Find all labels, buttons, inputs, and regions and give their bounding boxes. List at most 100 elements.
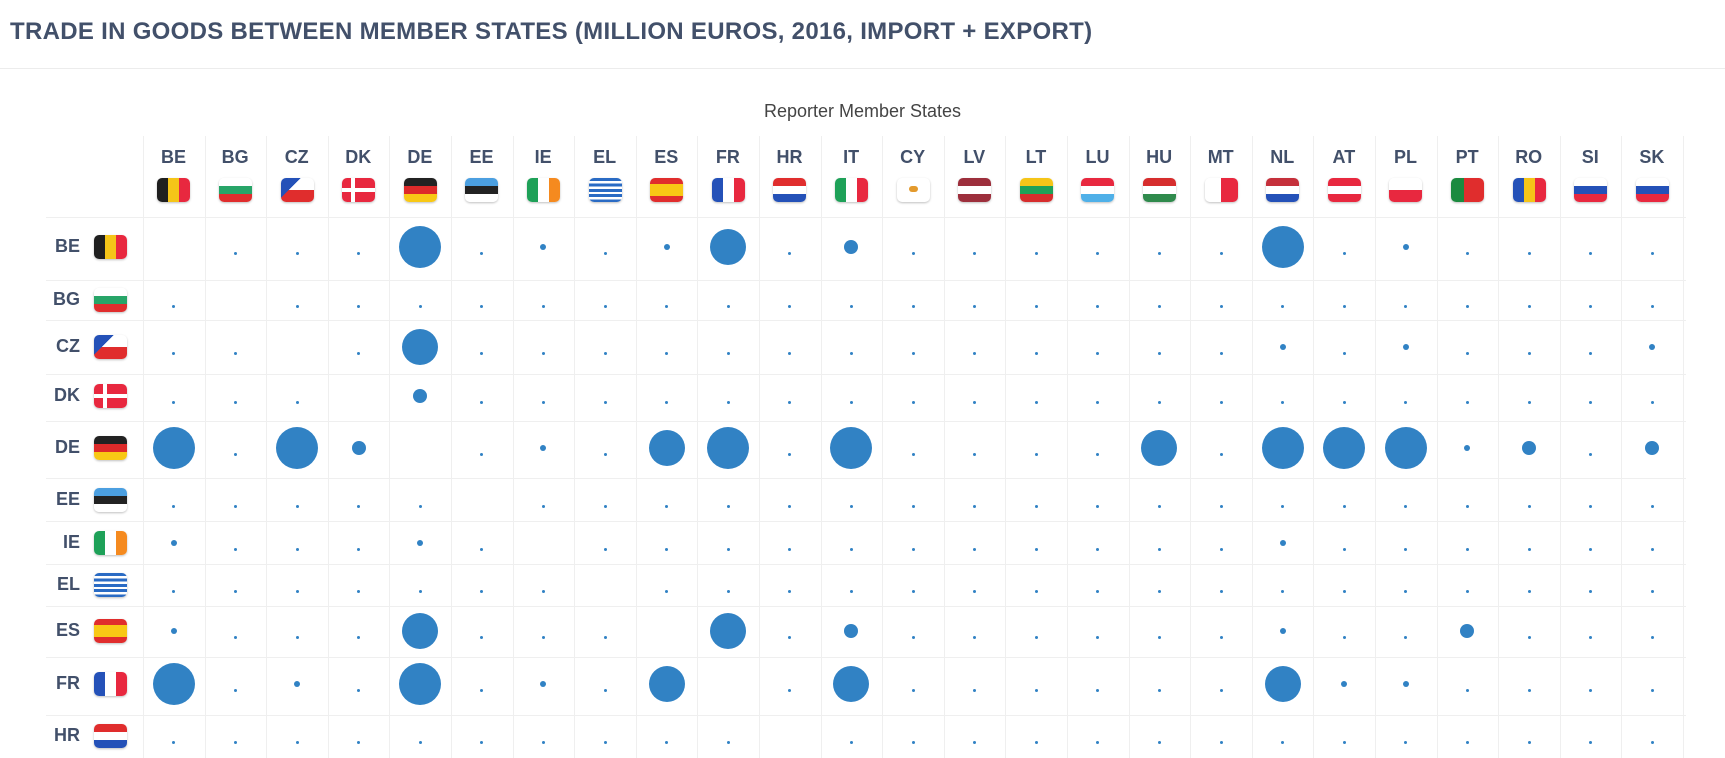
bubble-cz-nl[interactable] <box>1279 344 1286 350</box>
bubble-hr-it[interactable] <box>849 740 853 744</box>
bubble-ie-hr[interactable] <box>788 547 792 551</box>
bubble-cz-lv[interactable] <box>973 351 977 355</box>
bubble-dk-cy[interactable] <box>911 400 915 404</box>
bubble-bg-lu[interactable] <box>1096 304 1100 308</box>
bubble-es-lt[interactable] <box>1034 635 1038 639</box>
bubble-fr-lu[interactable] <box>1096 688 1100 692</box>
bubble-el-mt[interactable] <box>1219 589 1223 593</box>
bubble-bg-ie[interactable] <box>541 304 545 308</box>
bubble-bg-el[interactable] <box>603 304 607 308</box>
bubble-ee-sk[interactable] <box>1650 504 1654 508</box>
bubble-hr-sk[interactable] <box>1650 740 1654 744</box>
bubble-el-pl[interactable] <box>1404 589 1408 593</box>
bubble-ie-de[interactable] <box>417 540 424 546</box>
bubble-es-ro[interactable] <box>1527 635 1531 639</box>
bubble-fr-lv[interactable] <box>973 688 977 692</box>
bubble-ie-bg[interactable] <box>233 547 237 551</box>
bubble-be-sk[interactable] <box>1650 251 1654 255</box>
bubble-es-lu[interactable] <box>1096 635 1100 639</box>
bubble-de-lv[interactable] <box>973 452 977 456</box>
bubble-ee-lu[interactable] <box>1096 504 1100 508</box>
bubble-ie-mt[interactable] <box>1219 547 1223 551</box>
bubble-ee-nl[interactable] <box>1281 504 1285 508</box>
bubble-el-pt[interactable] <box>1465 589 1469 593</box>
bubble-be-fr[interactable] <box>710 229 747 265</box>
bubble-es-bg[interactable] <box>233 635 237 639</box>
bubble-bg-ee[interactable] <box>480 304 484 308</box>
bubble-hr-el[interactable] <box>603 740 607 744</box>
bubble-ie-cy[interactable] <box>911 547 915 551</box>
bubble-cz-sk[interactable] <box>1649 344 1656 350</box>
bubble-cz-el[interactable] <box>603 351 607 355</box>
bubble-fr-it[interactable] <box>833 666 870 702</box>
bubble-ee-si[interactable] <box>1589 504 1593 508</box>
bubble-hr-fr[interactable] <box>726 740 730 744</box>
bubble-cz-hu[interactable] <box>1157 351 1161 355</box>
bubble-ee-be[interactable] <box>172 504 176 508</box>
bubble-dk-ie[interactable] <box>541 400 545 404</box>
bubble-hr-mt[interactable] <box>1219 740 1223 744</box>
bubble-ee-cz[interactable] <box>295 504 299 508</box>
bubble-ee-at[interactable] <box>1342 504 1346 508</box>
bubble-fr-at[interactable] <box>1341 681 1348 687</box>
bubble-bg-mt[interactable] <box>1219 304 1223 308</box>
bubble-de-it[interactable] <box>830 427 873 469</box>
bubble-hr-si[interactable] <box>1589 740 1593 744</box>
bubble-de-cy[interactable] <box>911 452 915 456</box>
bubble-de-dk[interactable] <box>351 441 366 455</box>
bubble-fr-bg[interactable] <box>233 688 237 692</box>
bubble-be-de[interactable] <box>399 226 442 268</box>
bubble-bg-ro[interactable] <box>1527 304 1531 308</box>
bubble-es-it[interactable] <box>844 624 859 638</box>
bubble-ie-pt[interactable] <box>1465 547 1469 551</box>
bubble-de-cz[interactable] <box>276 427 318 469</box>
bubble-ee-bg[interactable] <box>233 504 237 508</box>
bubble-bg-sk[interactable] <box>1650 304 1654 308</box>
bubble-ee-el[interactable] <box>603 504 607 508</box>
bubble-fr-el[interactable] <box>603 688 607 692</box>
bubble-ie-si[interactable] <box>1589 547 1593 551</box>
bubble-bg-hr[interactable] <box>788 304 792 308</box>
bubble-hr-at[interactable] <box>1342 740 1346 744</box>
bubble-dk-el[interactable] <box>603 400 607 404</box>
bubble-ee-cy[interactable] <box>911 504 915 508</box>
bubble-fr-hr[interactable] <box>788 688 792 692</box>
bubble-es-nl[interactable] <box>1279 628 1286 634</box>
bubble-el-lu[interactable] <box>1096 589 1100 593</box>
bubble-el-hu[interactable] <box>1157 589 1161 593</box>
bubble-es-pt[interactable] <box>1460 624 1475 638</box>
bubble-es-dk[interactable] <box>357 635 361 639</box>
bubble-be-cy[interactable] <box>911 251 915 255</box>
bubble-de-es[interactable] <box>648 430 685 466</box>
bubble-hr-ie[interactable] <box>541 740 545 744</box>
bubble-cz-ro[interactable] <box>1527 351 1531 355</box>
bubble-es-cz[interactable] <box>295 635 299 639</box>
bubble-cz-fr[interactable] <box>726 351 730 355</box>
bubble-ie-el[interactable] <box>603 547 607 551</box>
bubble-hr-cz[interactable] <box>295 740 299 744</box>
bubble-be-dk[interactable] <box>357 251 361 255</box>
bubble-bg-it[interactable] <box>849 304 853 308</box>
bubble-hr-es[interactable] <box>665 740 669 744</box>
bubble-es-pl[interactable] <box>1404 635 1408 639</box>
bubble-el-at[interactable] <box>1342 589 1346 593</box>
bubble-de-pl[interactable] <box>1384 427 1427 469</box>
bubble-de-ee[interactable] <box>480 452 484 456</box>
bubble-be-lv[interactable] <box>973 251 977 255</box>
bubble-be-ie[interactable] <box>540 244 547 250</box>
bubble-el-ee[interactable] <box>480 589 484 593</box>
bubble-fr-be[interactable] <box>152 663 195 705</box>
bubble-hr-ee[interactable] <box>480 740 484 744</box>
bubble-dk-at[interactable] <box>1342 400 1346 404</box>
bubble-fr-mt[interactable] <box>1219 688 1223 692</box>
bubble-el-be[interactable] <box>172 589 176 593</box>
bubble-cz-si[interactable] <box>1589 351 1593 355</box>
bubble-ie-pl[interactable] <box>1404 547 1408 551</box>
bubble-ee-dk[interactable] <box>357 504 361 508</box>
bubble-hr-cy[interactable] <box>911 740 915 744</box>
bubble-el-cy[interactable] <box>911 589 915 593</box>
bubble-hr-bg[interactable] <box>233 740 237 744</box>
bubble-de-mt[interactable] <box>1219 452 1223 456</box>
bubble-dk-lv[interactable] <box>973 400 977 404</box>
bubble-dk-bg[interactable] <box>233 400 237 404</box>
